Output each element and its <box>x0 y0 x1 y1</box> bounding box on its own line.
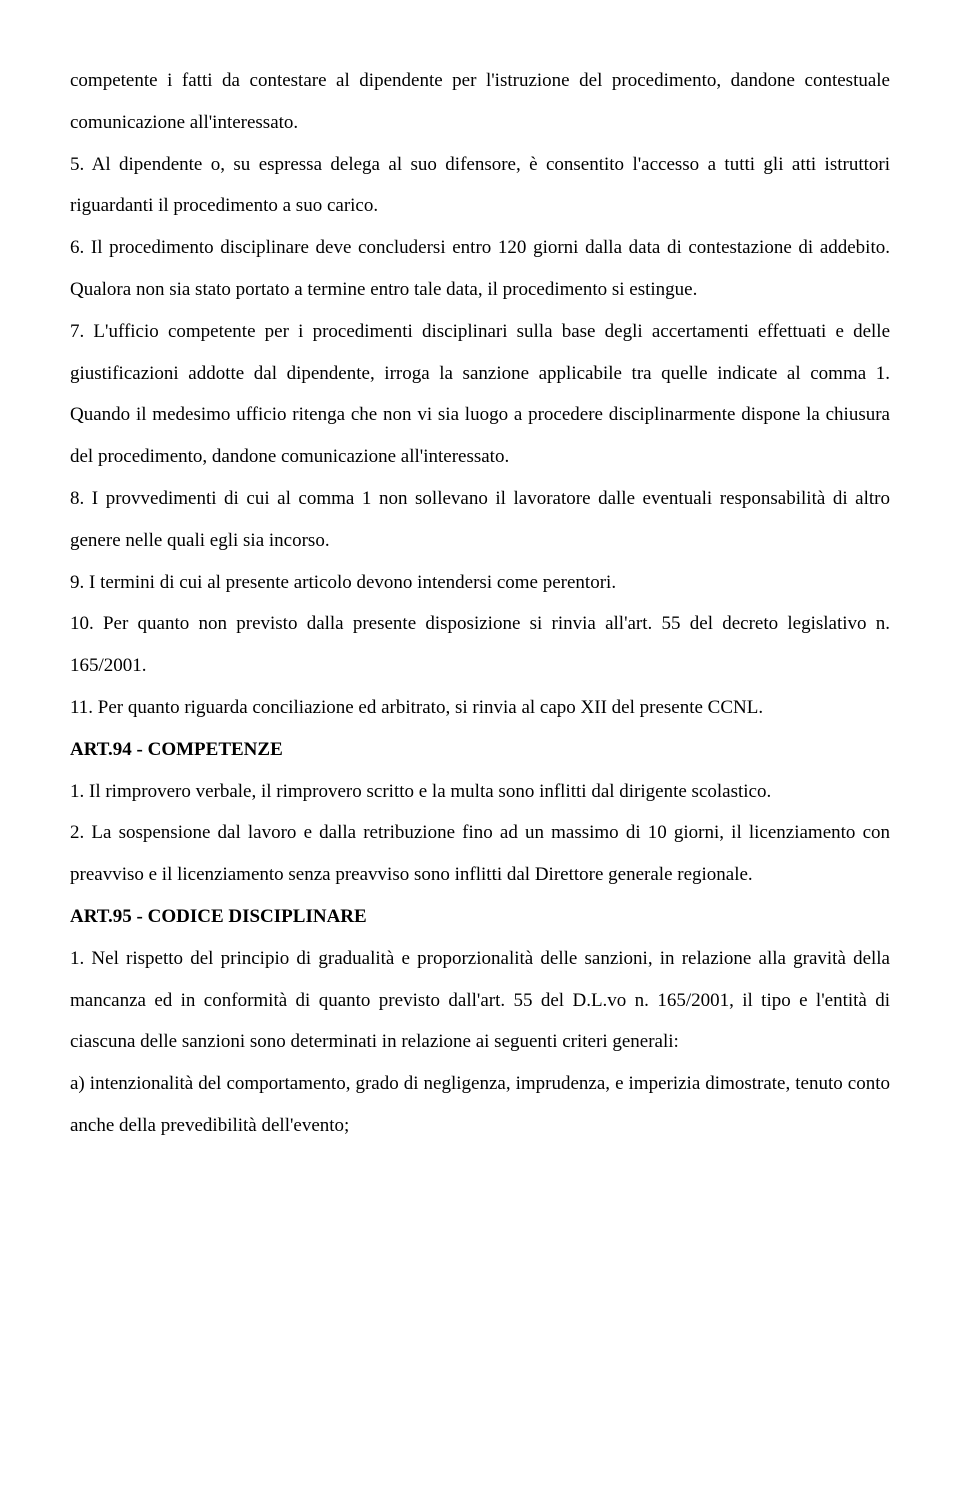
paragraph: 11. Per quanto riguarda conciliazione ed… <box>70 687 890 729</box>
paragraph: 10. Per quanto non previsto dalla presen… <box>70 603 890 687</box>
paragraph: 2. La sospensione dal lavoro e dalla ret… <box>70 812 890 896</box>
paragraph: 9. I termini di cui al presente articolo… <box>70 562 890 604</box>
document-body: competente i fatti da contestare al dipe… <box>70 60 890 1147</box>
paragraph: 1. Nel rispetto del principio di gradual… <box>70 938 890 1063</box>
paragraph: 6. Il procedimento disciplinare deve con… <box>70 227 890 311</box>
paragraph: competente i fatti da contestare al dipe… <box>70 60 890 144</box>
paragraph: a) intenzionalità del comportamento, gra… <box>70 1063 890 1147</box>
paragraph: 8. I provvedimenti di cui al comma 1 non… <box>70 478 890 562</box>
paragraph: 5. Al dipendente o, su espressa delega a… <box>70 144 890 228</box>
paragraph: 7. L'ufficio competente per i procedimen… <box>70 311 890 478</box>
paragraph: 1. Il rimprovero verbale, il rimprovero … <box>70 771 890 813</box>
paragraph: ART.94 - COMPETENZE <box>70 729 890 771</box>
paragraph: ART.95 - CODICE DISCIPLINARE <box>70 896 890 938</box>
